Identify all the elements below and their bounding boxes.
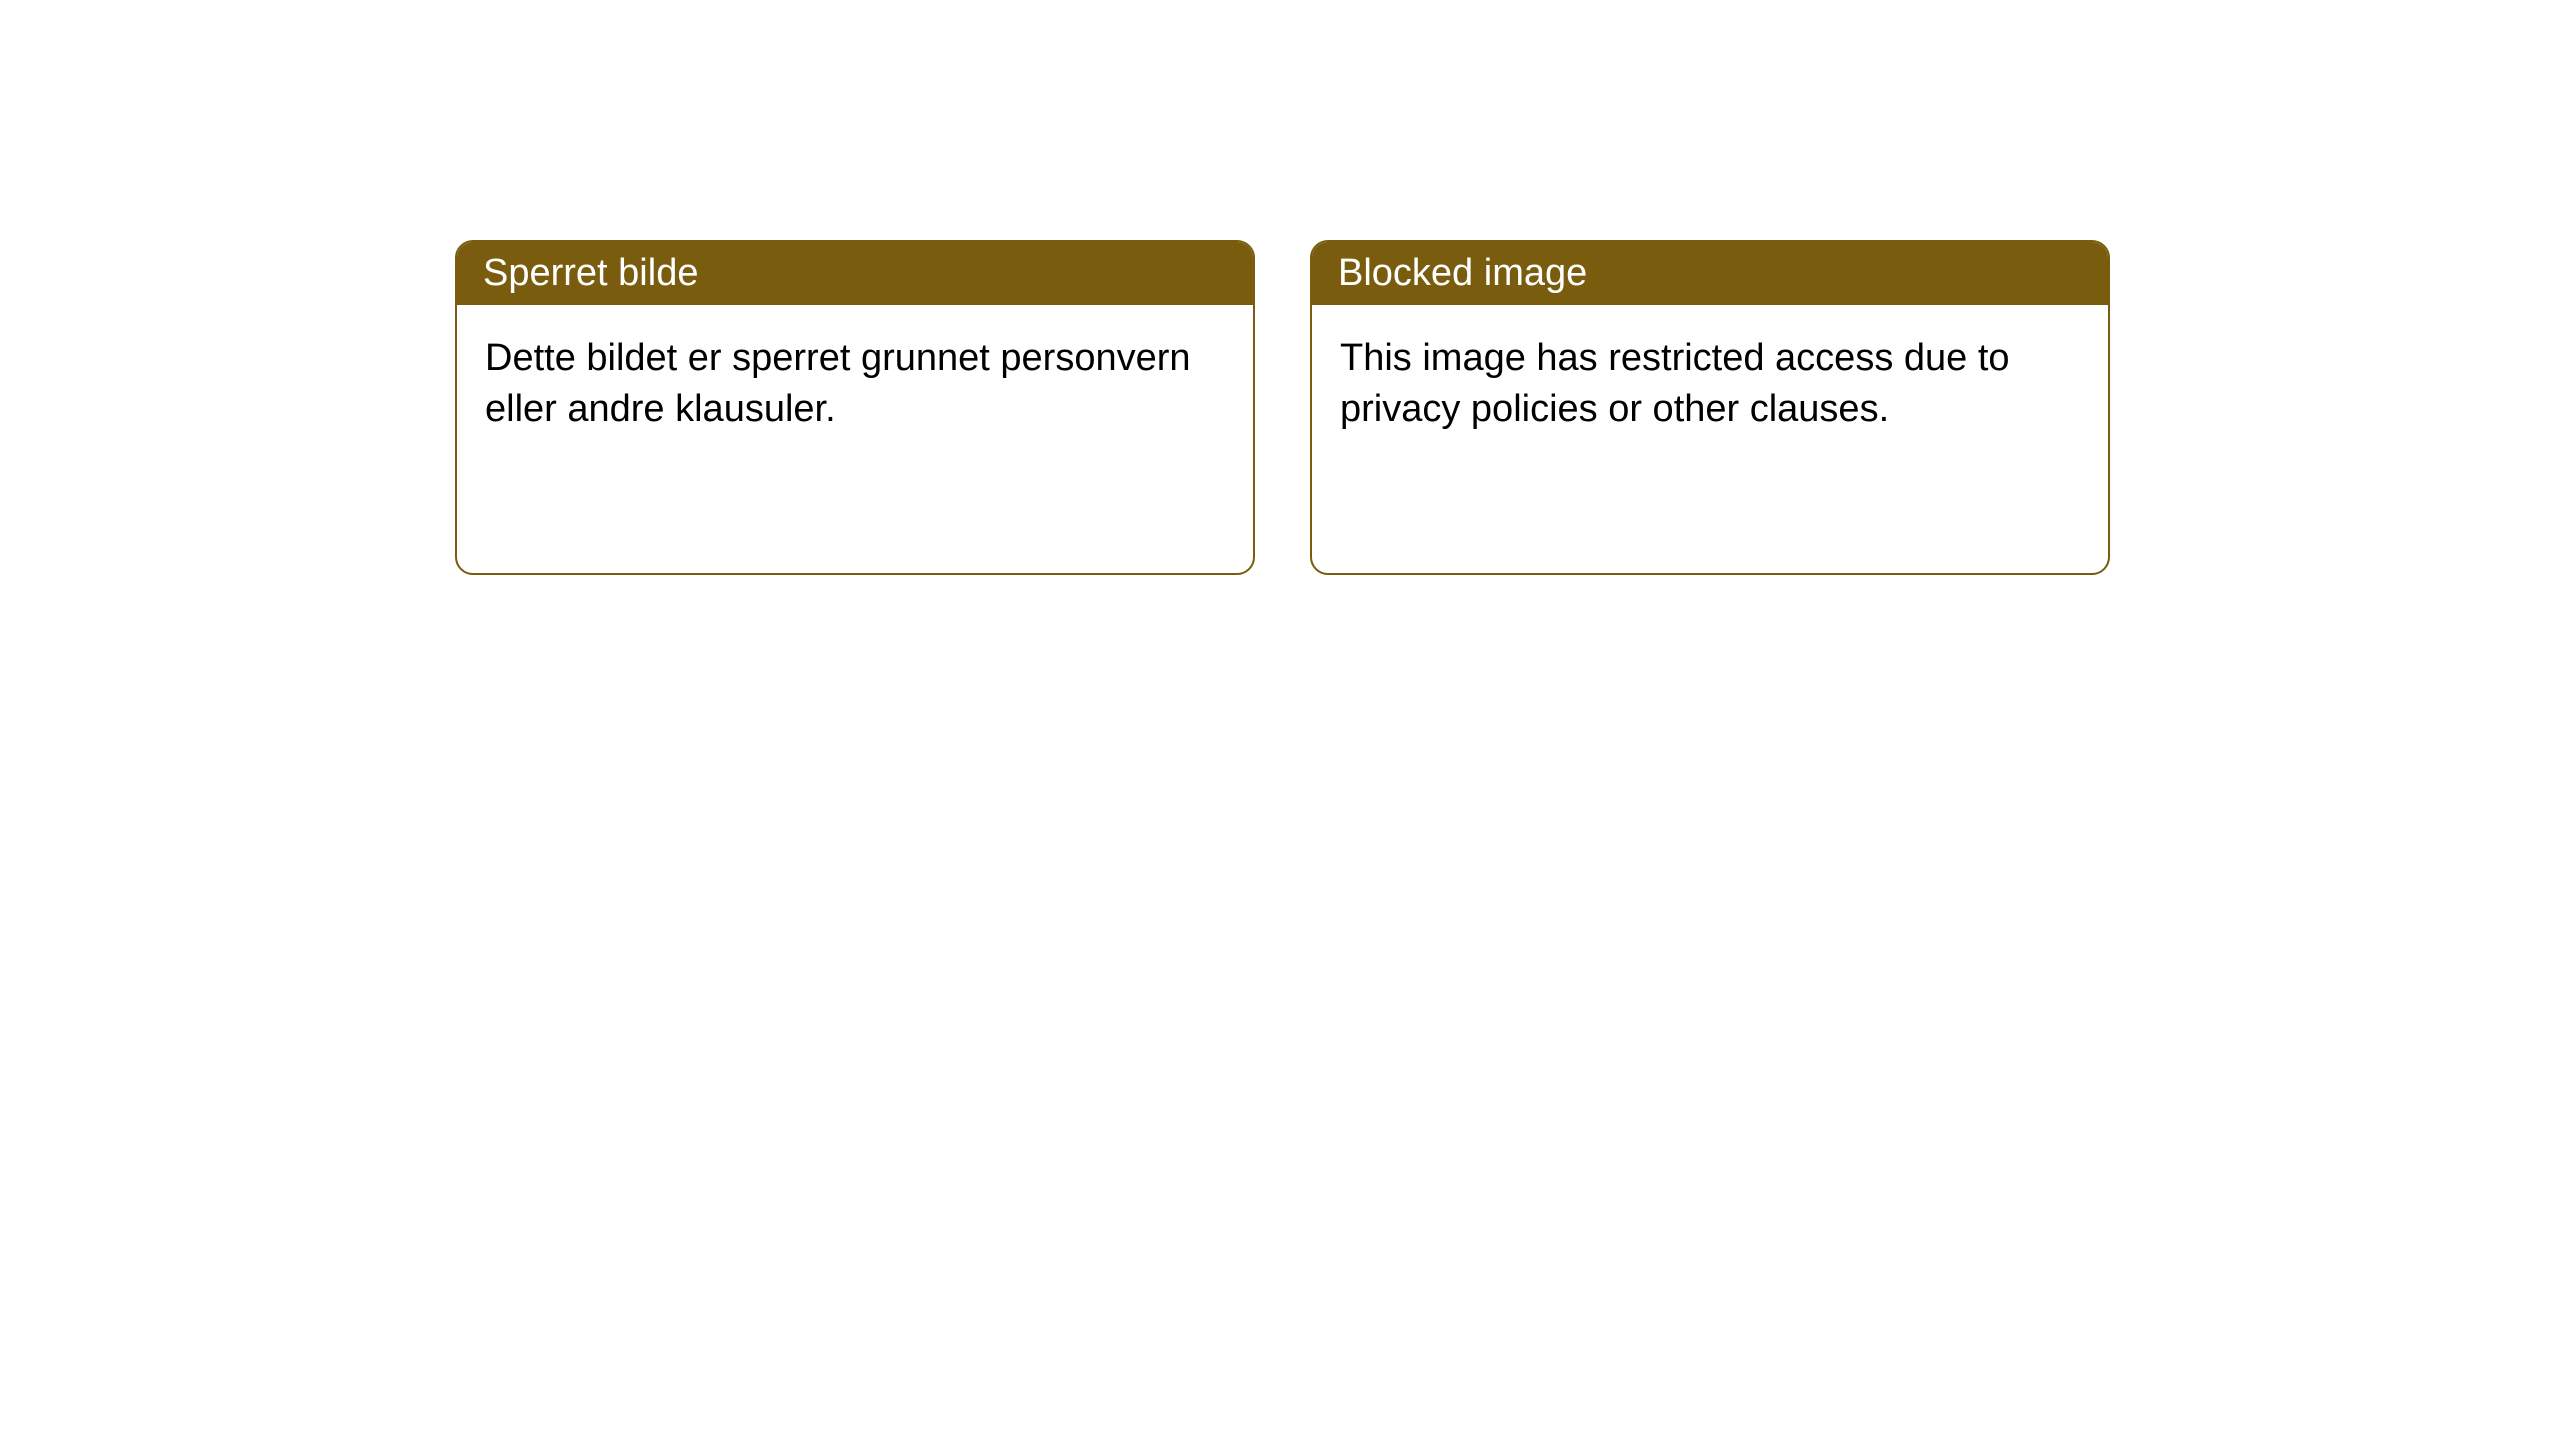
card-header: Blocked image [1312, 242, 2108, 305]
card-body: This image has restricted access due to … [1312, 305, 2108, 464]
card-body-text: Dette bildet er sperret grunnet personve… [485, 337, 1191, 430]
card-body-text: This image has restricted access due to … [1340, 337, 2010, 430]
card-title: Blocked image [1338, 252, 1587, 294]
notice-container: Sperret bilde Dette bildet er sperret gr… [0, 0, 2560, 575]
card-title: Sperret bilde [483, 252, 698, 294]
card-body: Dette bildet er sperret grunnet personve… [457, 305, 1253, 464]
notice-card-english: Blocked image This image has restricted … [1310, 240, 2110, 575]
notice-card-norwegian: Sperret bilde Dette bildet er sperret gr… [455, 240, 1255, 575]
card-header: Sperret bilde [457, 242, 1253, 305]
